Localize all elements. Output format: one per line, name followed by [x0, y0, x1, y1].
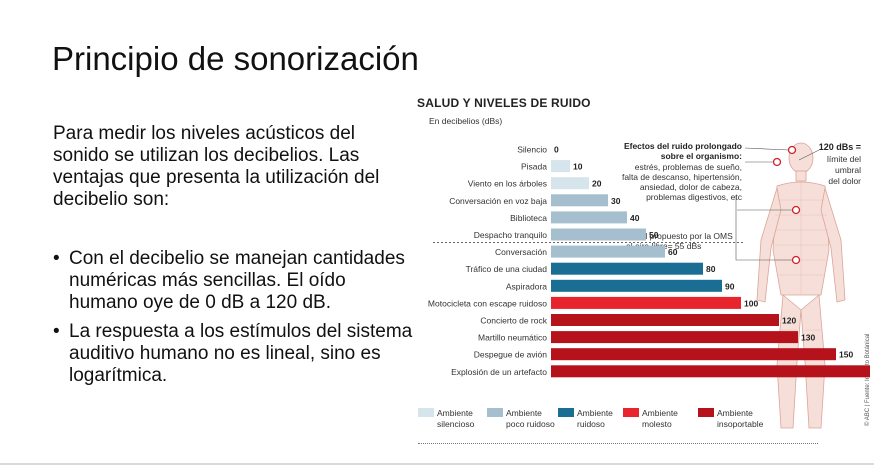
- category-label: Explosión de un artefacto: [451, 367, 547, 377]
- bar: [551, 279, 722, 292]
- legend-label: Ambiente: [717, 408, 753, 418]
- category-label: Conversación: [495, 247, 547, 257]
- bar: [551, 160, 570, 173]
- legend-swatch: [698, 408, 714, 417]
- value-label: 30: [611, 196, 621, 206]
- bottom-rule: [418, 443, 818, 444]
- threshold-body: límite del: [827, 154, 861, 164]
- bullet-item: La respuesta a los estímulos del sistema…: [53, 321, 418, 387]
- legend-swatch: [558, 408, 574, 417]
- legend-swatch: [487, 408, 503, 417]
- oms-note: Niv el propuesto por la OMS: [626, 231, 733, 241]
- category-label: Silencio: [517, 145, 547, 155]
- legend-label: Ambiente: [577, 408, 613, 418]
- effects-body: falta de descanso, hipertensión,: [622, 172, 742, 182]
- value-label: 20: [592, 179, 602, 189]
- effects-body: estrés, problemas de sueño,: [635, 162, 742, 172]
- value-label: 120: [782, 316, 796, 326]
- value-label: 150: [839, 350, 853, 360]
- bar: [551, 194, 608, 207]
- category-label: Concierto de rock: [480, 316, 547, 326]
- category-label: Martillo neumático: [478, 333, 547, 343]
- value-label: 90: [725, 281, 735, 291]
- intro-paragraph: Para medir los niveles acústicos del son…: [53, 123, 380, 210]
- effects-title: Efectos del ruido prolongado: [624, 141, 742, 151]
- organ-marker: [791, 255, 801, 265]
- legend-label: Ambiente: [437, 408, 473, 418]
- legend-label: Ambiente: [642, 408, 678, 418]
- value-label: 80: [706, 264, 716, 274]
- category-label: Biblioteca: [510, 213, 547, 223]
- bar: [551, 211, 627, 224]
- value-label: 60: [668, 247, 678, 257]
- leader-line: [798, 149, 820, 161]
- value-label: 130: [801, 333, 815, 343]
- organ-marker: [787, 145, 797, 155]
- leader-line: [744, 147, 790, 151]
- bar: [551, 177, 589, 190]
- bullet-item: Con el decibelio se manejan cantidades n…: [53, 248, 418, 314]
- bar: [551, 348, 836, 361]
- leader-line: [735, 195, 792, 261]
- organ-marker: [791, 205, 801, 215]
- category-label: Motocicleta con escape ruidoso: [428, 298, 547, 308]
- value-label: 40: [630, 213, 640, 223]
- slide-title: Principio de sonorización: [52, 40, 419, 77]
- value-label: 100: [744, 298, 758, 308]
- bar: [551, 228, 646, 241]
- category-label: Conversación en voz baja: [449, 196, 547, 206]
- value-label: 50: [649, 230, 659, 240]
- legend-label: poco ruidoso: [506, 419, 555, 429]
- legend-label: Ambiente: [506, 408, 542, 418]
- bars-group: Silencio 0 Pisada 10 Viento en los árboles 20…: [428, 145, 870, 378]
- legend-label: ruidoso: [577, 419, 605, 429]
- footer-bar: [0, 463, 874, 465]
- category-label: Viento en los árboles: [468, 179, 547, 189]
- bullet-list: Con el decibelio se manejan cantidades n…: [53, 248, 418, 394]
- bar: [551, 331, 798, 344]
- chart-title: SALUD Y NIVELES DE RUIDO: [417, 96, 591, 110]
- bar: [551, 262, 703, 275]
- bar: [551, 245, 665, 258]
- source-credit: © ABC | Fuente: Instituto Botánical: [864, 334, 870, 426]
- category-label: Despacho tranquilo: [474, 230, 548, 240]
- effects-body: ansiedad, dolor de cabeza,: [640, 182, 742, 192]
- threshold-body: del dolor: [828, 176, 861, 186]
- chart-subtitle: En decibelios (dBs): [429, 116, 503, 126]
- legend-label: silencioso: [437, 419, 475, 429]
- bar: [551, 365, 870, 378]
- bar: [551, 296, 741, 309]
- bar: [551, 314, 779, 326]
- noise-infographic: SALUD Y NIVELES DE RUIDO En decibelios (…: [415, 90, 870, 450]
- organ-marker: [772, 157, 782, 167]
- legend-label: insoportable: [717, 419, 764, 429]
- value-label: 0: [554, 145, 559, 155]
- threshold-title: 120 dBs =: [819, 142, 861, 152]
- effects-title: sobre el organismo:: [661, 151, 742, 161]
- value-label: 10: [573, 162, 583, 172]
- category-label: Aspiradora: [506, 281, 547, 291]
- category-label: Tráfico de una ciudad: [466, 264, 548, 274]
- category-label: Despegue de avión: [474, 350, 548, 360]
- legend-label: molesto: [642, 419, 672, 429]
- effects-body: problemas digestivos, etc: [646, 192, 743, 202]
- category-label: Pisada: [521, 162, 547, 172]
- legend-swatch: [623, 408, 639, 417]
- threshold-body: umbral: [835, 165, 861, 175]
- legend-swatch: [418, 408, 434, 417]
